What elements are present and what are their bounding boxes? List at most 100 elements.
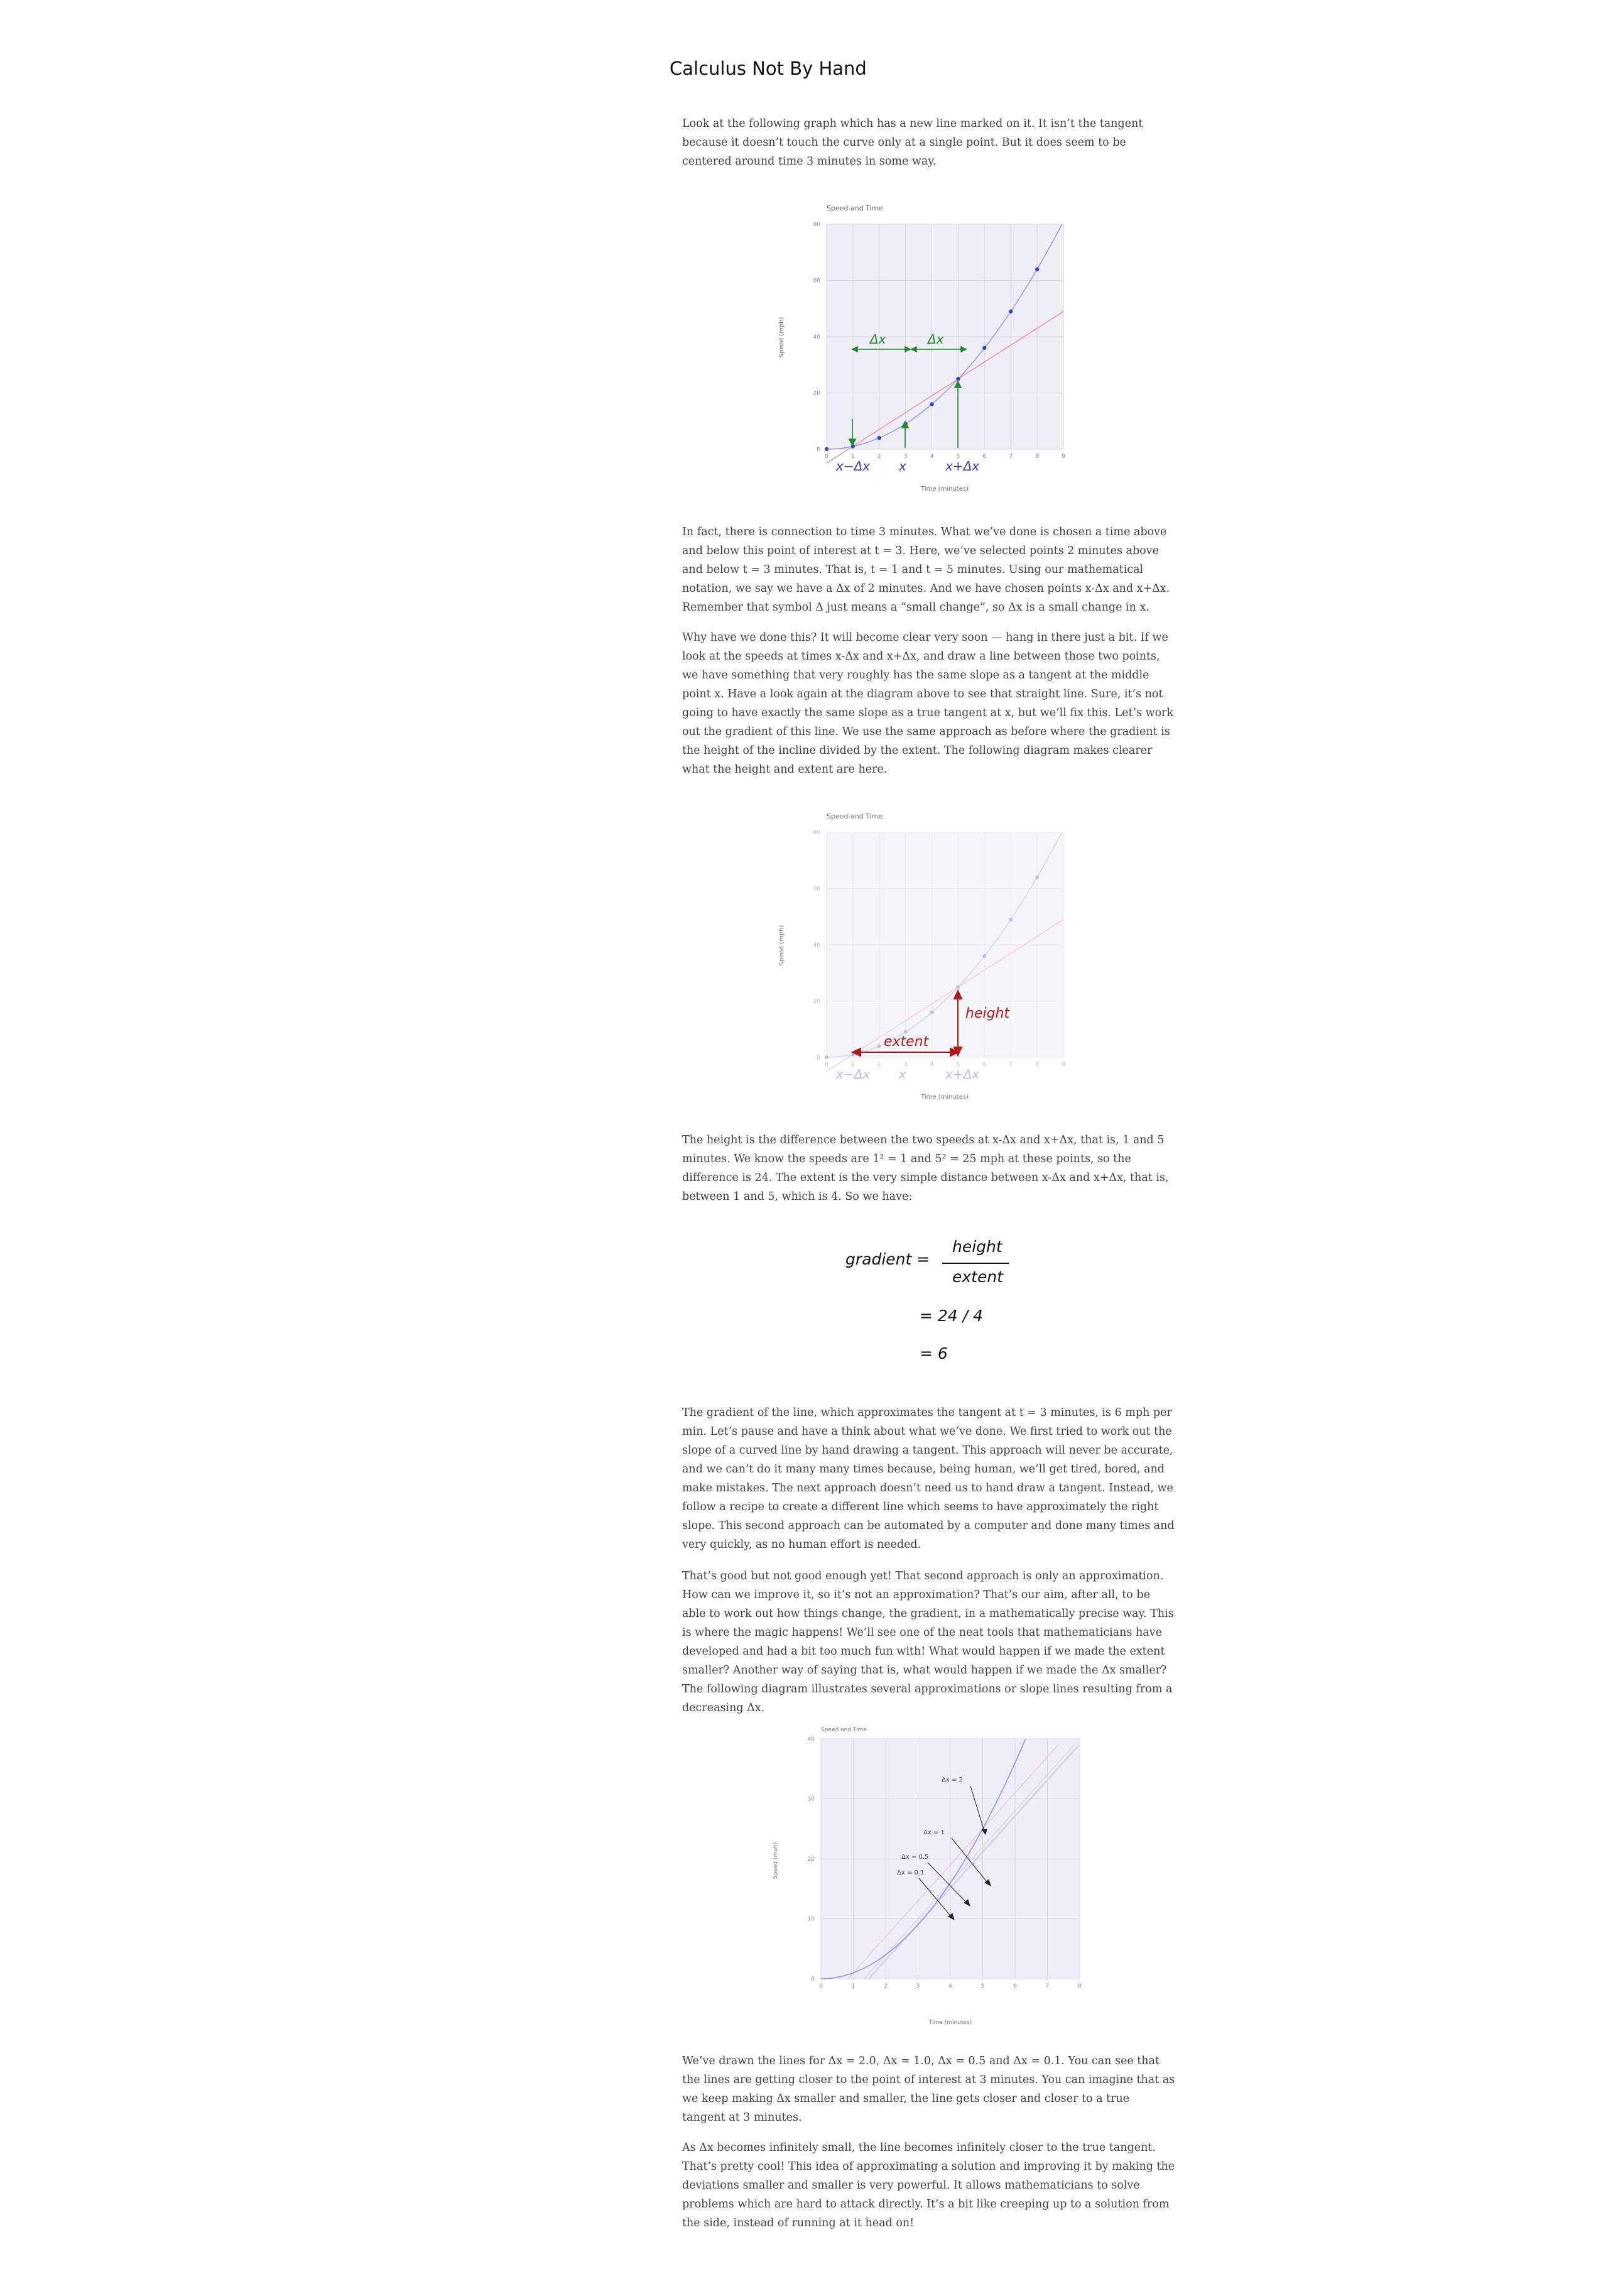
c2-x-tick-label: 9 [1062,1062,1065,1068]
chart1-x-label-mark: x [898,459,906,474]
c1-data-point [877,435,881,440]
c3-x-tick-label: 4 [948,1983,952,1989]
c3-y-tick-label: 10 [808,1917,815,1923]
c2-data-point [903,1030,908,1034]
c2-x-tick-label: 3 [904,1062,908,1068]
equation-lhs: gradient = [845,1250,930,1268]
chart2-x-label-mark: x [898,1067,906,1082]
c1-x-tick-label: 5 [957,454,960,460]
chart2-x-ticks: 0 1 2 3 4 5 6 7 8 9 [825,1062,1065,1068]
chart2-extent-label: extent [884,1034,930,1050]
chart3-dx01-label: Δx = 0.1 [897,1869,924,1876]
c2-data-point [1035,875,1040,879]
c1-data-point [930,402,934,406]
c1-y-tick-label: 80 [813,222,821,228]
c3-x-tick-label: 3 [916,1983,920,1989]
chart2-y-label: Speed (mph) [778,925,785,966]
c1-x-tick-label: 6 [982,454,986,460]
c2-x-tick-label: 2 [877,1062,881,1068]
c3-x-tick-label: 5 [981,1983,985,1989]
chart3-y-label: Speed (mph) [773,1842,779,1879]
c2-y-tick-label: 80 [813,830,821,836]
chart1-dx-label-right: Δx [926,332,944,347]
chart1-y-ticks: 0 20 40 60 80 [813,222,821,453]
speed-time-chart-2: Speed and Time 0 20 40 60 80 0 1 2 3 4 5 6 7 8 9 Spee… [778,812,1065,1101]
c2-x-tick-label: 7 [1009,1062,1013,1068]
paragraph-8: As Δx becomes infinitely small, the line… [682,2141,1175,2229]
equation-denominator: extent [952,1268,1004,1286]
c1-x-tick-label: 4 [930,454,934,460]
c2-x-tick-label: 0 [825,1062,828,1068]
chart2-x-plus-dx-label: x+Δx [945,1067,979,1082]
equation-fraction-bar [942,1263,1009,1264]
equation-step-1: = 24 / 4 [920,1307,983,1325]
chart2-grid [826,832,1064,1058]
c2-data-point [825,1055,828,1059]
chart2-x-minus-dx-label: x−Δx [835,1067,870,1082]
c1-x-tick-label: 1 [851,454,855,460]
paragraph-1: Look at the following graph which has a … [682,117,1143,168]
paragraph-7: We’ve drawn the lines for Δx = 2.0, Δx =… [682,2055,1175,2124]
c3-secant-dx [864,1744,1075,1979]
c2-x-tick-label: 8 [1035,1062,1039,1068]
c2-data-point [982,954,987,958]
chart2-x-label: Time (minutes) [920,1094,969,1101]
c1-y-tick-label: 20 [813,391,821,397]
chart1-x-plus-dx-label: x+Δx [945,459,979,474]
chart3-pointer-arrows [918,1785,991,1921]
c2-y-tick-label: 0 [817,1055,820,1061]
c2-data-point [877,1044,881,1048]
page-title: Calculus Not By Hand [670,58,867,79]
c3-y-tick-label: 20 [808,1856,815,1863]
chart3-dx1-label: Δx = 1 [923,1829,945,1836]
c3-secant-dx [847,1744,1059,1979]
paragraph-4: The height is the difference between the… [682,1134,1169,1203]
c2-data-point [956,985,960,989]
chart3-dx05-label: Δx = 0.5 [901,1854,928,1861]
c1-x-tick-label: 7 [1009,454,1013,460]
c3-secant-dx [869,1744,1080,1979]
c2-y-tick-label: 20 [813,999,821,1005]
paragraph-3: Why have we done this? It will become cl… [682,631,1174,776]
c2-y-tick-label: 40 [813,942,821,949]
c3-x-tick-label: 1 [852,1983,856,1989]
paragraph-5: The gradient of the line, which approxim… [682,1406,1175,1551]
chart2-y-ticks: 0 20 40 60 80 [813,830,821,1061]
speed-time-chart-1: Speed and Time 0 20 40 60 80 0 1 2 3 4 5 6 7 8 9 Spee… [778,204,1065,492]
c1-x-tick-label: 9 [1062,454,1065,460]
chart3-curve [820,1738,1026,1979]
chart2-secant-line [826,919,1064,1072]
chart1-x-label: Time (minutes) [920,486,969,492]
chart1-dx-arrows [848,345,967,448]
c1-y-tick-label: 40 [813,334,821,340]
c3-y-tick-label: 30 [808,1797,815,1803]
c3-x-tick-label: 0 [819,1983,823,1989]
c1-data-point [982,345,987,351]
chart1-curve [826,224,1063,450]
c1-data-point [1009,309,1013,313]
chart2-title: Speed and Time [827,812,883,820]
c2-x-tick-label: 6 [982,1062,986,1068]
c1-data-point [956,376,960,381]
c1-y-tick-label: 60 [813,278,821,285]
c3-x-tick-label: 6 [1013,1983,1017,1989]
chart1-secant-line [826,311,1064,464]
chart3-grid [820,1738,1080,1979]
equation-numerator: height [952,1238,1002,1256]
chart1-y-label: Speed (mph) [778,317,785,358]
paragraph-2: In fact, there is connection to time 3 m… [682,526,1170,614]
c2-x-tick-label: 5 [957,1062,960,1068]
chart1-x-minus-dx-label: x−Δx [835,459,870,474]
equation-step-2: = 6 [920,1344,948,1363]
c2-data-point [1009,917,1013,922]
chart2-points [825,875,1040,1059]
chart2-curve [826,832,1063,1058]
c1-y-tick-label: 0 [817,447,820,453]
c1-data-point [1035,267,1040,271]
c2-x-tick-label: 4 [930,1062,934,1068]
chart3-title: Speed and Time [821,1727,867,1733]
chart3-x-label: Time (minutes) [928,2020,972,2026]
c1-x-tick-label: 3 [904,454,908,460]
c3-y-tick-label: 0 [811,1976,815,1983]
chart2-height-extent-arrows [850,989,963,1057]
